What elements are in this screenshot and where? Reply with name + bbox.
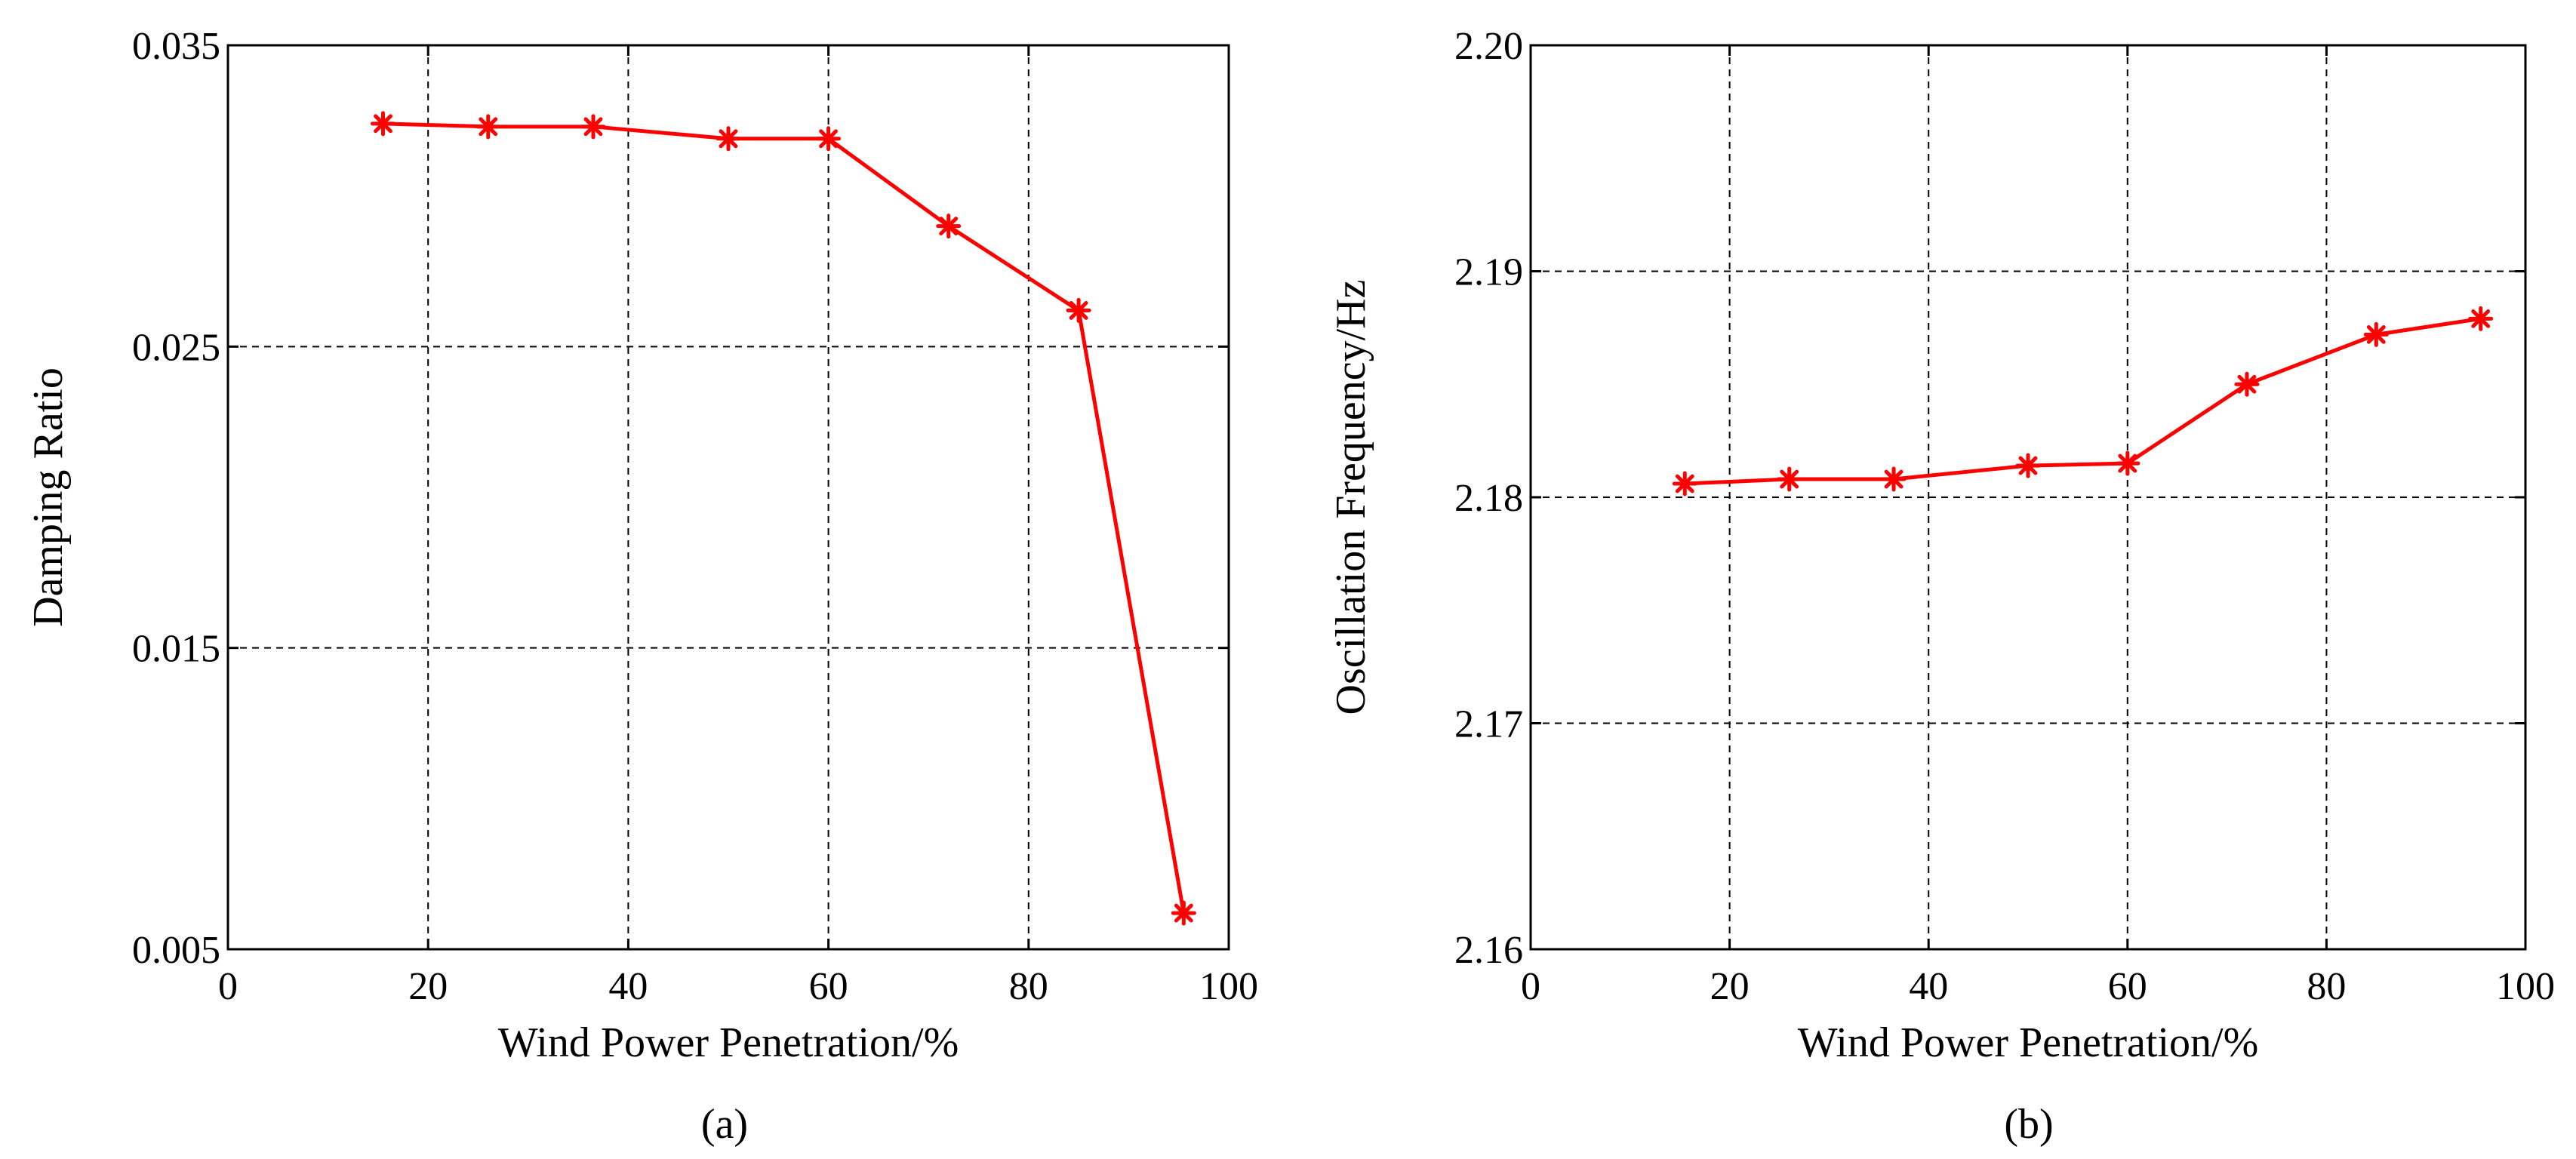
data-point-marker bbox=[2468, 306, 2494, 331]
x-tick-label: 60 bbox=[809, 965, 848, 1008]
series-line bbox=[383, 121, 1186, 914]
x-tick-label: 60 bbox=[2108, 965, 2147, 1008]
data-point-marker bbox=[1881, 466, 1907, 492]
data-point-marker bbox=[936, 214, 962, 239]
x-tick-label: 0 bbox=[218, 965, 238, 1008]
data-point-marker bbox=[816, 126, 842, 152]
panel-label: (a) bbox=[701, 1101, 748, 1148]
data-point-marker bbox=[475, 114, 501, 140]
y-tick-label: 0.005 bbox=[132, 929, 220, 972]
y-tick-label: 0.015 bbox=[132, 628, 220, 671]
data-point-marker bbox=[580, 114, 606, 140]
y-tick-label: 0.025 bbox=[132, 326, 220, 369]
y-axis-label: Damping Ratio bbox=[25, 367, 72, 627]
x-tick-label: 80 bbox=[2307, 965, 2346, 1008]
x-tick-label: 80 bbox=[1009, 965, 1048, 1008]
data-point-marker bbox=[1777, 466, 1802, 492]
x-tick-label: 100 bbox=[1199, 965, 1258, 1008]
y-tick-label: 2.17 bbox=[1454, 703, 1523, 746]
y-tick-label: 2.16 bbox=[1454, 929, 1523, 972]
x-tick-label: 0 bbox=[1521, 965, 1540, 1008]
x-axis-label: Wind Power Penetration/% bbox=[498, 1019, 959, 1066]
y-tick-label: 2.19 bbox=[1454, 251, 1523, 294]
chart-panel-a: 0 20 40 60 80 100 0.005 0.015 0.025 0.035 Wind Pow… bbox=[25, 25, 1258, 1148]
series-line bbox=[1685, 316, 2482, 486]
y-tick-label: 2.20 bbox=[1454, 25, 1523, 68]
data-point-marker bbox=[2015, 453, 2041, 478]
data-point-marker bbox=[2234, 371, 2260, 397]
plot-frame bbox=[226, 44, 1230, 951]
y-axis-label: Oscillation Frequency/Hz bbox=[1328, 280, 1374, 715]
data-point-marker bbox=[1171, 900, 1196, 926]
y-tick-label: 0.035 bbox=[132, 25, 220, 68]
x-tick-label: 20 bbox=[1710, 965, 1750, 1008]
x-tick-label: 40 bbox=[608, 965, 648, 1008]
data-point-marker bbox=[2363, 321, 2389, 347]
x-tick-label: 100 bbox=[2496, 965, 2555, 1008]
chart-panel-b: 0 20 40 60 80 100 2.16 2.17 2.18 2.19 2.20 Wind Pow… bbox=[1328, 25, 2555, 1148]
data-point-marker bbox=[1672, 471, 1697, 496]
panel-label: (b) bbox=[2004, 1101, 2053, 1148]
x-axis-label: Wind Power Penetration/% bbox=[1798, 1019, 2259, 1066]
data-point-marker bbox=[1066, 297, 1091, 323]
x-tick-label: 20 bbox=[408, 965, 448, 1008]
x-tick-label: 40 bbox=[1909, 965, 1948, 1008]
y-tick-label: 2.18 bbox=[1454, 477, 1523, 520]
data-point-marker bbox=[2115, 450, 2141, 476]
data-point-marker bbox=[371, 111, 396, 137]
data-point-marker bbox=[716, 126, 741, 152]
